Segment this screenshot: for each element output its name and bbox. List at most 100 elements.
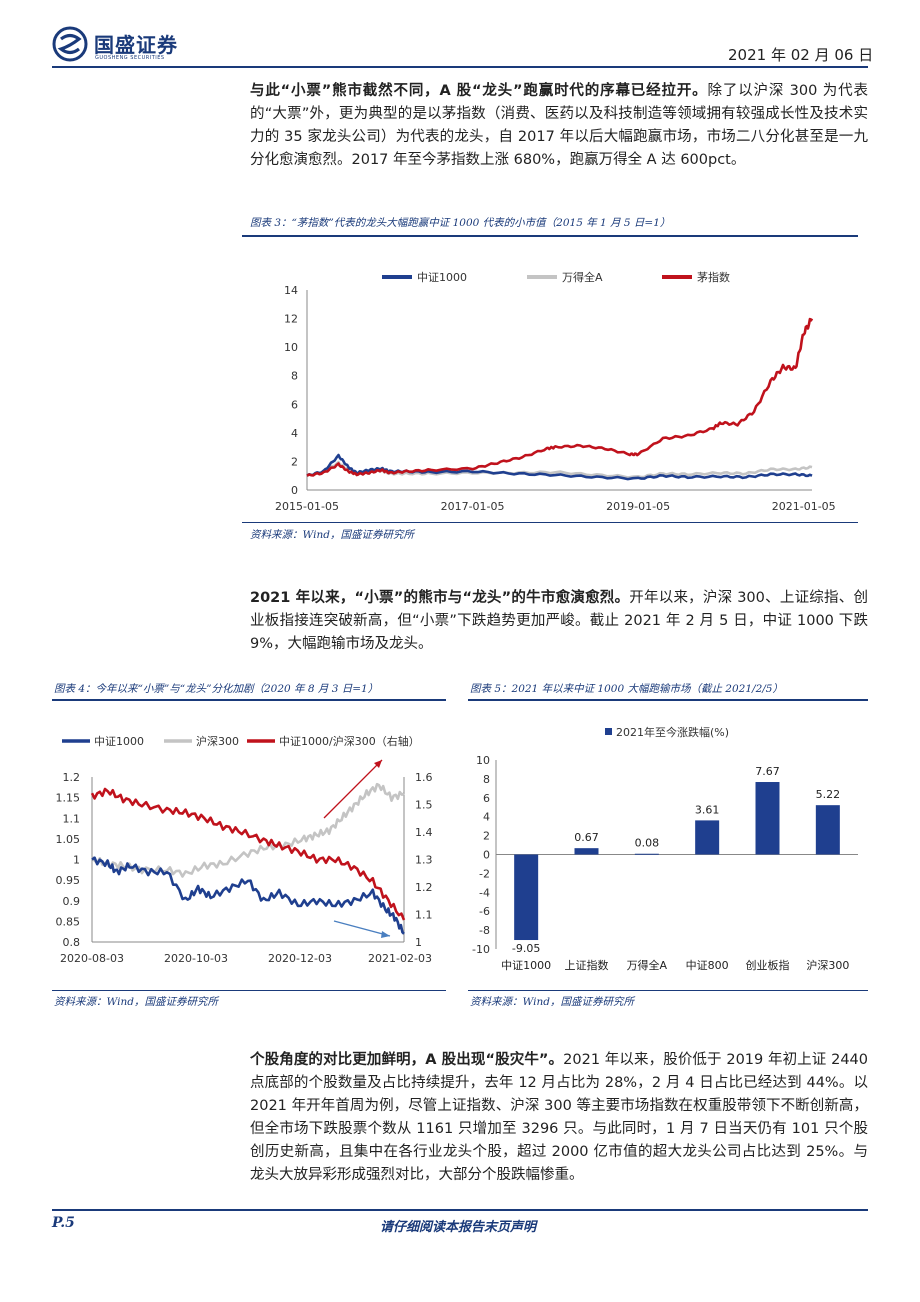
paragraph-3: 个股角度的对比更加鲜明，A 股出现“股灾牛”。2021 年以来，股价低于 201…	[250, 1049, 868, 1187]
report-date: 2021 年 02 月 06 日	[728, 46, 874, 64]
figure-5-title-rule	[468, 699, 868, 701]
y-tick-label: 6	[483, 792, 490, 805]
x-tick-label: 2020-12-03	[268, 952, 332, 965]
page-number: P.5	[52, 1215, 75, 1231]
legend-label-wind-a: 万得全A	[562, 270, 603, 284]
legend-label-csi300: 沪深300	[196, 734, 239, 748]
paragraph-3-body: 2021 年以来，股价低于 2019 年初上证 2440 点底部的个股数量及占比…	[250, 1052, 869, 1183]
y-tick-label-right: 1.2	[415, 881, 433, 894]
y-tick-label-left: 1.15	[56, 792, 81, 805]
y-tick-label: 14	[284, 284, 298, 297]
legend-label-mao-index: 茅指数	[697, 270, 730, 284]
y-tick-label: 10	[476, 754, 490, 767]
down-trend-arrowhead	[381, 931, 390, 938]
y-tick-label: 4	[291, 427, 298, 440]
y-tick-label: 8	[291, 370, 298, 383]
x-tick-label: 2017-01-05	[441, 500, 505, 513]
paragraph-3-lead: 个股角度的对比更加鲜明，A 股出现“股灾牛”。	[250, 1052, 564, 1068]
paragraph-2-lead: 2021 年以来，“小票”的熊市与“龙头”的牛市愈演愈烈。	[250, 590, 630, 606]
y-tick-label: 0	[291, 484, 298, 497]
series-line-0	[306, 453, 813, 481]
bar-3	[695, 820, 720, 855]
paragraph-1: 与此“小票”熊市截然不同，A 股“龙头”跑赢时代的序幕已经拉开。除了以沪深 30…	[250, 80, 868, 172]
category-label: 沪深300	[806, 958, 849, 972]
down-trend-arrow	[333, 920, 391, 937]
brand-name-en: GUOSHENG SECURITIES	[95, 55, 165, 61]
paragraph-1-body: 除了以沪深 300 为代表的“大票”外，更为典型的是以茅指数（消费、医药以及科技…	[250, 83, 868, 168]
series-line-0	[91, 856, 405, 935]
y-tick-label-left: 0.85	[56, 915, 81, 928]
category-label: 中证800	[686, 959, 729, 972]
y-tick-label-left: 1.05	[56, 833, 81, 846]
annotation-arrows	[323, 759, 391, 938]
logo-mark-icon	[52, 26, 88, 62]
y-tick-label: -6	[479, 905, 490, 918]
legend: 中证1000 万得全A 茅指数	[382, 270, 730, 284]
figure-5-chart: 2021年至今涨跌幅(%) -10 -8 -6 -4 -2 0 2 4 6 8 10 -9.05 中证…	[472, 725, 858, 972]
y-tick-label: 2	[483, 830, 490, 843]
figure-4-title-rule	[52, 699, 446, 701]
y-tick-label: 2	[291, 455, 298, 468]
figure-3-title-rule	[242, 235, 858, 237]
figure-4-source-rule	[52, 990, 446, 991]
y-tick-label: 6	[291, 398, 298, 411]
up-trend-arrowhead	[374, 760, 382, 768]
figure-4-chart: 中证1000 沪深300 中证1000/沪深300（右轴） 0.8 0.85 0.9…	[56, 734, 433, 965]
paragraph-2-body: 开年以来，沪深 300、上证综指、创业板指接连突破新高，但“小票”下跌趋势更加严…	[250, 590, 868, 652]
series-line-1	[90, 782, 405, 878]
disclaimer-notice: 请仔细阅读本报告末页声明	[380, 1220, 537, 1235]
bar-1	[574, 848, 599, 855]
y-tick-label: -8	[479, 924, 490, 937]
y-tick-label-left: 0.95	[56, 874, 81, 887]
legend-swatch-ytd-change	[605, 728, 612, 735]
y-tick-label: -10	[472, 943, 490, 956]
y-tick-label-right: 1.6	[415, 771, 433, 784]
y-tick-label: 10	[284, 341, 298, 354]
x-tick-label: 2019-01-05	[606, 500, 670, 513]
y-tick-label-right: 1.5	[415, 799, 433, 812]
y-tick-label-right: 1	[415, 936, 422, 949]
figure-3-title: 图表 3：“茅指数”代表的龙头大幅跑赢中证 1000 代表的小市值（2015 年…	[250, 217, 671, 229]
category-label: 万得全A	[627, 958, 668, 972]
figure-3-source-rule	[242, 522, 858, 523]
figure-4-title: 图表 4：今年以来“小票”与“龙头”分化加剧（2020 年 8 月 3 日=1）	[54, 683, 379, 695]
y-tick-label-right: 1.3	[415, 854, 433, 867]
series-line-2	[90, 787, 406, 921]
legend-label-csi1000: 中证1000	[94, 735, 144, 748]
x-tick-label: 2015-01-05	[275, 500, 339, 513]
bar-4	[755, 782, 780, 855]
y-tick-label-left: 1.1	[63, 812, 81, 825]
legend: 中证1000 沪深300 中证1000/沪深300（右轴）	[62, 734, 420, 748]
up-trend-arrow	[323, 759, 383, 819]
bar-value-label: 7.67	[755, 765, 780, 778]
category-label: 上证指数	[565, 958, 609, 972]
figure-5-source: 资料来源：Wind，国盛证券研究所	[470, 996, 634, 1008]
logo: 国盛证券 GUOSHENG SECURITIES	[52, 26, 192, 64]
series-line-2	[306, 317, 814, 477]
figure-3-chart: 中证1000 万得全A 茅指数 0 2 4 6 8 10 12 14 2015-01-05 201…	[275, 270, 836, 513]
y-tick-label: 8	[483, 773, 490, 786]
y-tick-label: 4	[483, 811, 490, 824]
figure-3-source: 资料来源：Wind，国盛证券研究所	[250, 529, 414, 541]
bar-value-label: 0.08	[635, 837, 660, 850]
legend-label-ratio: 中证1000/沪深300（右轴）	[279, 734, 420, 748]
brand-name: 国盛证券	[94, 33, 178, 57]
bar-value-label: 5.22	[816, 788, 841, 801]
category-label: 中证1000	[501, 959, 551, 972]
figure-4-source: 资料来源：Wind，国盛证券研究所	[54, 996, 218, 1008]
figure-5-title: 图表 5：2021 年以来中证 1000 大幅跑输市场（截止 2021/2/5）	[470, 683, 783, 695]
y-tick-label: 12	[284, 313, 298, 326]
bar-5	[815, 805, 840, 855]
y-tick-label: -4	[479, 886, 490, 899]
y-tick-label: -2	[479, 867, 490, 880]
figure-5-source-rule	[468, 990, 868, 991]
bar-2	[634, 853, 659, 855]
y-tick-label-left: 0.9	[63, 895, 81, 908]
x-tick-label: 2021-02-03	[368, 952, 432, 965]
y-tick-label-left: 0.8	[63, 936, 81, 949]
legend-label-csi1000: 中证1000	[417, 271, 467, 284]
header-divider	[52, 66, 868, 68]
y-tick-label-right: 1.1	[415, 909, 433, 922]
bar-value-label: 0.67	[574, 831, 599, 844]
paragraph-1-lead: 与此“小票”熊市截然不同，A 股“龙头”跑赢时代的序幕已经拉开。	[250, 83, 708, 99]
